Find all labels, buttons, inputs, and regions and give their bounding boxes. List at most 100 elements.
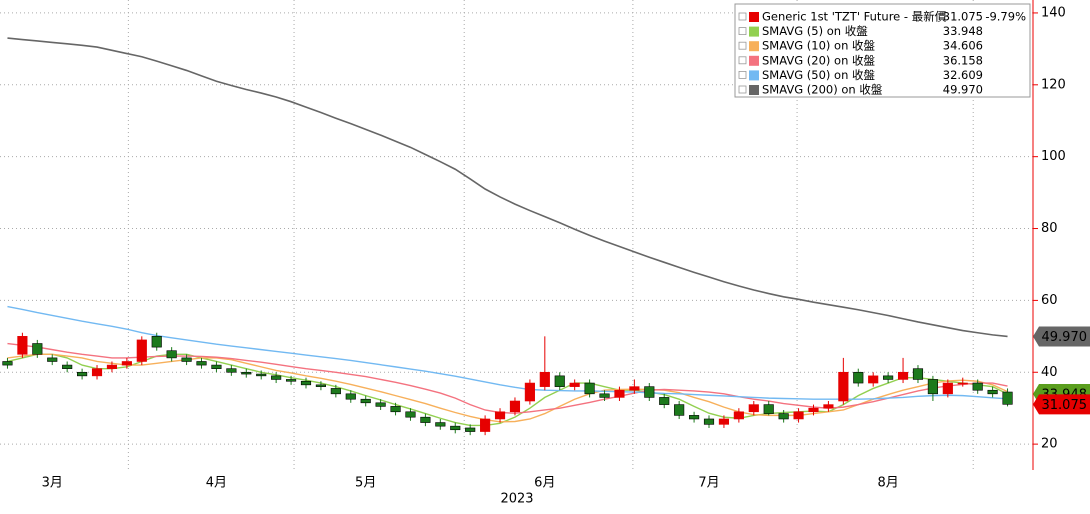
candle-body <box>121 361 132 366</box>
legend-value: 33.948 <box>943 24 983 38</box>
candle-body <box>584 382 595 395</box>
candle-body <box>32 343 43 355</box>
legend-swatch <box>749 85 759 95</box>
candle-body <box>599 393 610 398</box>
candle-body <box>912 368 924 380</box>
candle-body <box>106 364 118 369</box>
candle-body <box>241 371 252 375</box>
legend-box <box>734 3 1031 98</box>
candle-body <box>823 404 834 409</box>
legend-change: -9.79% <box>985 10 1026 24</box>
candle-body <box>614 389 625 398</box>
candle-body <box>569 382 580 387</box>
candle-body <box>748 404 759 413</box>
grid <box>0 0 1033 470</box>
candle-body <box>644 386 655 398</box>
candle-body <box>256 373 267 377</box>
y-tick-label: 140 <box>1041 5 1066 20</box>
candle-body <box>375 402 386 407</box>
y-tick-label: 100 <box>1041 149 1066 164</box>
candle-body <box>181 357 192 362</box>
y-tick-label: 60 <box>1041 293 1058 308</box>
legend-icon <box>738 27 747 36</box>
candle-body <box>868 375 879 384</box>
candle-body <box>778 413 789 420</box>
candle-body <box>942 382 953 395</box>
candle-body <box>405 411 416 418</box>
candle-body <box>330 388 341 395</box>
candle-body <box>91 368 103 377</box>
last-value-label: 31.075 <box>1042 398 1088 413</box>
candle-body <box>285 379 297 382</box>
candle-body <box>659 397 670 405</box>
legend-value: 36.158 <box>943 53 983 67</box>
candle-body <box>2 361 13 366</box>
legend-icon <box>738 71 747 79</box>
candle-body <box>897 371 909 380</box>
candle-body <box>524 382 535 402</box>
candle-body <box>345 393 356 400</box>
candle-body <box>420 416 431 423</box>
legend-value: 31.075 <box>943 10 983 24</box>
y-tick-label: 20 <box>1041 437 1058 452</box>
candle-body <box>390 406 401 413</box>
candle-body <box>554 375 565 387</box>
candle-body <box>77 371 88 377</box>
candle-body <box>927 379 938 395</box>
ma-line <box>7 353 1008 427</box>
candle-body <box>733 411 744 420</box>
candle-body <box>300 380 312 386</box>
candle-body <box>465 427 476 432</box>
legend-swatch <box>749 70 759 81</box>
legend-value: 49.970 <box>943 83 983 97</box>
candle-body <box>136 339 147 362</box>
candle-body <box>360 398 371 404</box>
legend-label: SMAVG (50) on 收盤 <box>762 68 876 82</box>
legend-value: 32.609 <box>943 68 983 82</box>
candle-body <box>17 336 28 355</box>
last-value-badge <box>1033 394 1090 415</box>
y-tick-label: 40 <box>1041 365 1058 380</box>
candle-body <box>539 371 550 387</box>
plot <box>2 37 1013 436</box>
legend-swatch <box>749 55 759 66</box>
legend-icon <box>738 85 747 94</box>
last-value-label: 49.970 <box>1042 330 1088 345</box>
y-tick-label: 80 <box>1041 221 1058 236</box>
candle-body <box>450 425 461 431</box>
legend-label: SMAVG (10) on 收盤 <box>762 39 876 53</box>
candle-body <box>883 375 894 380</box>
legend-swatch <box>749 12 759 22</box>
legend-label: SMAVG (5) on 收盤 <box>762 24 868 38</box>
candle-body <box>957 382 968 385</box>
legend-icon <box>738 41 747 50</box>
candle-body <box>987 389 998 395</box>
candle-body <box>674 404 685 416</box>
legend-label: Generic 1st 'TZT' Future - 最新價 <box>762 10 947 24</box>
ma-line <box>7 353 1008 423</box>
candle-body <box>315 384 326 387</box>
y-tick-label: 120 <box>1041 77 1066 92</box>
candle-body <box>226 368 237 373</box>
x-tick-label: 4月 <box>206 476 227 491</box>
x-annotation: 2023 <box>500 492 533 507</box>
candle-body <box>151 336 162 348</box>
legend-swatch <box>749 26 759 37</box>
candle-body <box>435 422 446 427</box>
candle-body <box>196 361 207 366</box>
candle-body <box>838 371 849 402</box>
candle-body <box>763 404 774 414</box>
ma-line <box>7 305 1008 400</box>
candle-body <box>793 411 804 420</box>
candle-body <box>808 407 819 413</box>
ma-line <box>7 37 1008 338</box>
candle-body <box>166 350 177 359</box>
candle-body <box>703 418 715 425</box>
legend-label: SMAVG (200) on 收盤 <box>762 83 883 97</box>
legend-value: 34.606 <box>943 39 983 53</box>
legend-icon <box>738 12 747 21</box>
candle-body <box>211 364 222 369</box>
legend-label: SMAVG (20) on 收盤 <box>762 53 876 67</box>
